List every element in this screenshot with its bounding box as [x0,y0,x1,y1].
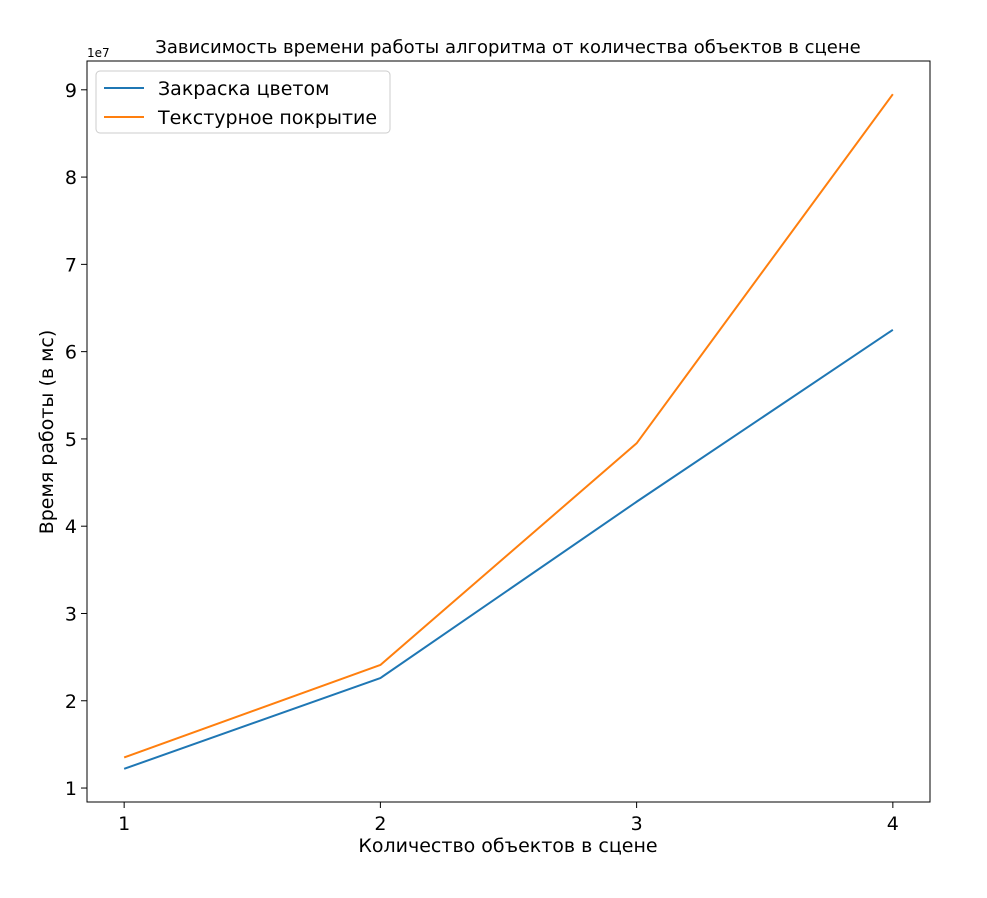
y-tick-label: 7 [65,254,77,276]
y-tick-label: 1 [65,778,77,800]
plot-area: 1 2 3 4 1 2 3 4 5 6 7 8 9 Закраска цветом Текстурное п… [65,60,931,835]
series-line-1 [123,328,894,770]
y-axis-label: Время работы (в мс) [36,330,58,535]
y-tick-label: 3 [65,603,77,625]
y-tick-label: 4 [65,516,77,538]
legend-label-2: Текстурное покрытие [157,107,377,129]
series-line-2 [123,93,894,759]
legend-box [95,70,391,134]
x-axis-label: Количество объектов в сцене [358,835,657,857]
y-offset-label: 1e7 [87,46,110,60]
legend-label-1: Закраска цветом [158,78,329,100]
y-tick-label: 9 [65,80,77,102]
x-tick-label: 2 [374,813,386,835]
y-tick-label: 5 [65,429,77,451]
axes-frame [86,60,931,803]
chart-title: Зависимость времени работы алгоритма от … [155,37,860,58]
y-tick-label: 6 [65,342,77,364]
x-tick-label: 1 [118,813,130,835]
x-tick-label: 4 [887,813,899,835]
y-tick-label: 8 [65,167,77,189]
y-tick-label: 2 [65,691,77,713]
x-tick-label: 3 [631,813,643,835]
